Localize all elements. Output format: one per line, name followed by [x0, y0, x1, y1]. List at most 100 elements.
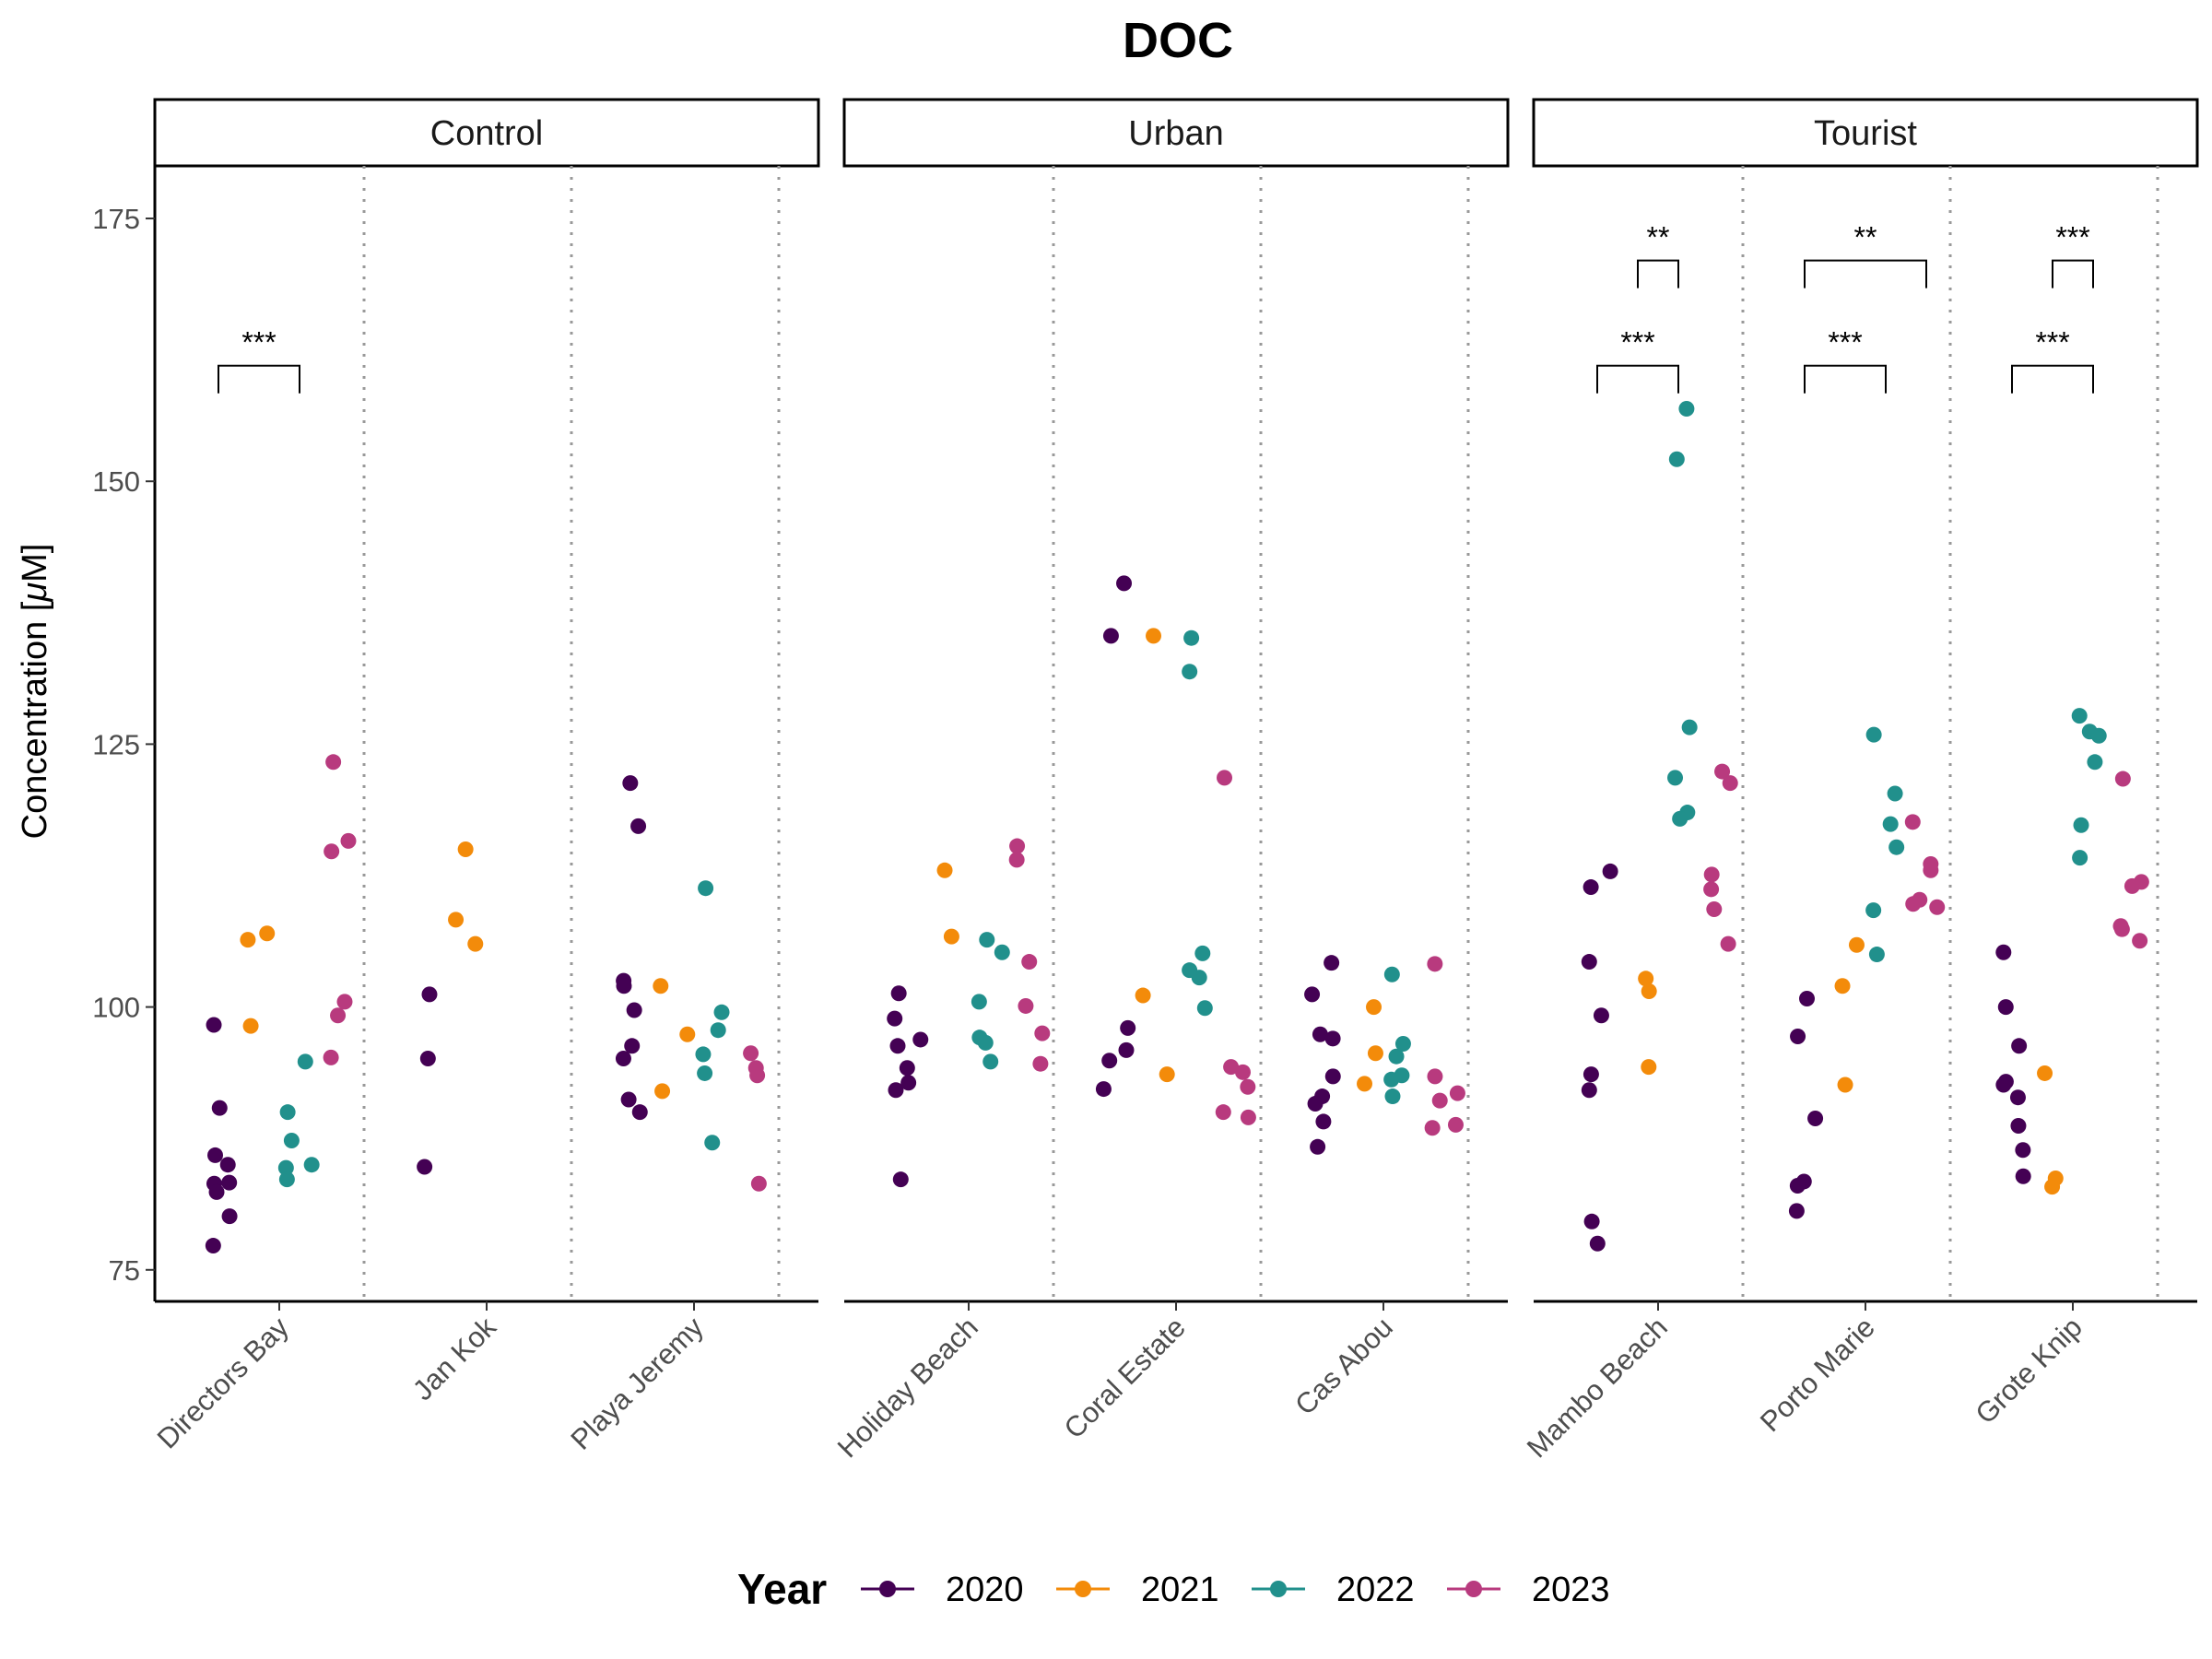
significance-bracket [1596, 364, 1679, 394]
data-point-2023 [1223, 1059, 1240, 1076]
data-point-2023 [1706, 901, 1723, 918]
data-point-2020 [1790, 1029, 1806, 1045]
data-point-2023 [2113, 921, 2130, 937]
data-point-2020 [2015, 1142, 2031, 1159]
data-point-2022 [2071, 708, 2088, 724]
data-point-2020 [1799, 990, 1816, 1006]
significance-label: *** [2055, 221, 2089, 254]
significance-label: ** [1647, 221, 1670, 254]
data-point-2020 [221, 1208, 238, 1225]
legend: Year 2020 2021 2022 2023 [737, 1565, 1610, 1613]
data-point-2023 [750, 1175, 767, 1192]
facet-strip [842, 98, 1510, 168]
data-point-2022 [277, 1159, 294, 1176]
y-axis-label: Concentration [μM] [16, 544, 54, 840]
data-point-2020 [1315, 1113, 1332, 1130]
data-point-2022 [278, 1171, 295, 1188]
data-point-2021 [1848, 936, 1865, 953]
data-point-2020 [2009, 1089, 2026, 1106]
data-point-2020 [1324, 955, 1340, 971]
data-point-2023 [323, 1049, 339, 1065]
legend-entry-2020: 2020 [861, 1571, 1024, 1609]
y-axis-label-suffix: M] [16, 544, 54, 582]
data-point-2020 [1589, 1235, 1606, 1252]
data-point-2020 [219, 1157, 236, 1173]
data-point-2022 [979, 932, 995, 948]
data-point-2023 [1240, 1078, 1256, 1095]
significance-bracket [1804, 364, 1887, 394]
data-point-2023 [324, 843, 340, 860]
data-point-2020 [1324, 1068, 1341, 1085]
data-point-2020 [892, 1171, 909, 1188]
data-point-2022 [971, 994, 987, 1010]
legend-entry-2023: 2023 [1447, 1571, 1610, 1609]
data-point-2020 [221, 1174, 238, 1191]
data-point-2021 [1366, 999, 1382, 1016]
data-point-2022 [1865, 902, 1882, 919]
data-point-2023 [1215, 1104, 1231, 1121]
data-point-2023 [1008, 852, 1025, 868]
data-point-2022 [1388, 1048, 1405, 1065]
facet-strip-label: Control [430, 114, 544, 153]
data-point-2020 [1995, 1077, 2012, 1093]
data-point-2020 [1581, 954, 1597, 971]
data-point-2020 [1788, 1203, 1805, 1219]
data-point-2020 [205, 1238, 221, 1254]
data-point-2020 [1324, 1030, 1341, 1047]
data-point-2022 [2072, 850, 2088, 866]
data-point-2023 [1720, 935, 1736, 952]
data-point-2020 [1583, 1213, 1600, 1230]
significance-label: *** [241, 326, 276, 359]
data-point-2023 [1427, 1068, 1443, 1085]
data-point-2020 [615, 1050, 631, 1066]
data-point-2020 [631, 1104, 648, 1121]
facet-strip [1532, 98, 2199, 168]
x-tick-label: Holiday Beach [831, 1311, 984, 1464]
x-tick-label: Playa Jeremy [564, 1311, 710, 1456]
data-point-2020 [1307, 1096, 1324, 1112]
data-point-2020 [421, 986, 438, 1003]
legend-label: 2023 [1532, 1571, 1610, 1609]
data-point-2020 [419, 1050, 436, 1066]
facet-panel-control: Control Directors Bay Jan Kok Playa Jeremy *… [151, 98, 820, 1456]
significance-bracket [2011, 364, 2094, 394]
y-tick-label: 125 [92, 728, 140, 760]
data-point-2020 [1997, 999, 2014, 1016]
data-point-2020 [1101, 1053, 1118, 1069]
data-point-2021 [943, 928, 959, 945]
data-point-2023 [1234, 1064, 1251, 1080]
data-point-2023 [743, 1045, 759, 1062]
x-tick-label: Coral Estate [1058, 1311, 1192, 1444]
y-axis: 75 100 125 150 175 [92, 166, 157, 1301]
data-point-2022 [1183, 629, 1200, 646]
data-point-2022 [1182, 664, 1198, 680]
data-point-2020 [211, 1100, 228, 1116]
data-point-2021 [242, 1018, 259, 1034]
significance-bracket [1804, 259, 1927, 288]
legend-title: Year [737, 1565, 827, 1613]
x-tick-label: Jan Kok [406, 1311, 502, 1406]
data-point-2023 [1714, 763, 1731, 780]
x-tick-label: Grote Knip [1969, 1311, 2088, 1430]
data-point-2020 [417, 1159, 433, 1175]
data-point-2023 [2124, 877, 2140, 894]
y-tick-label: 75 [109, 1254, 140, 1287]
y-tick-label: 175 [92, 203, 140, 235]
legend-key-point [1270, 1581, 1287, 1597]
data-point-2020 [1583, 1066, 1599, 1083]
data-point-2020 [1789, 1178, 1806, 1194]
data-point-2022 [710, 1022, 726, 1039]
data-point-2021 [1638, 971, 1654, 987]
significance-bracket [2052, 259, 2094, 288]
data-point-2022 [1394, 1036, 1411, 1053]
y-tick-label: 150 [92, 465, 140, 498]
data-point-2023 [1923, 862, 1939, 878]
data-point-2020 [630, 818, 647, 834]
significance-bracket [218, 364, 300, 394]
data-point-2022 [1668, 451, 1685, 467]
data-point-2022 [1667, 770, 1684, 786]
data-point-2020 [1581, 1082, 1597, 1099]
data-point-2021 [1834, 978, 1851, 994]
legend-label: 2021 [1141, 1571, 1219, 1609]
